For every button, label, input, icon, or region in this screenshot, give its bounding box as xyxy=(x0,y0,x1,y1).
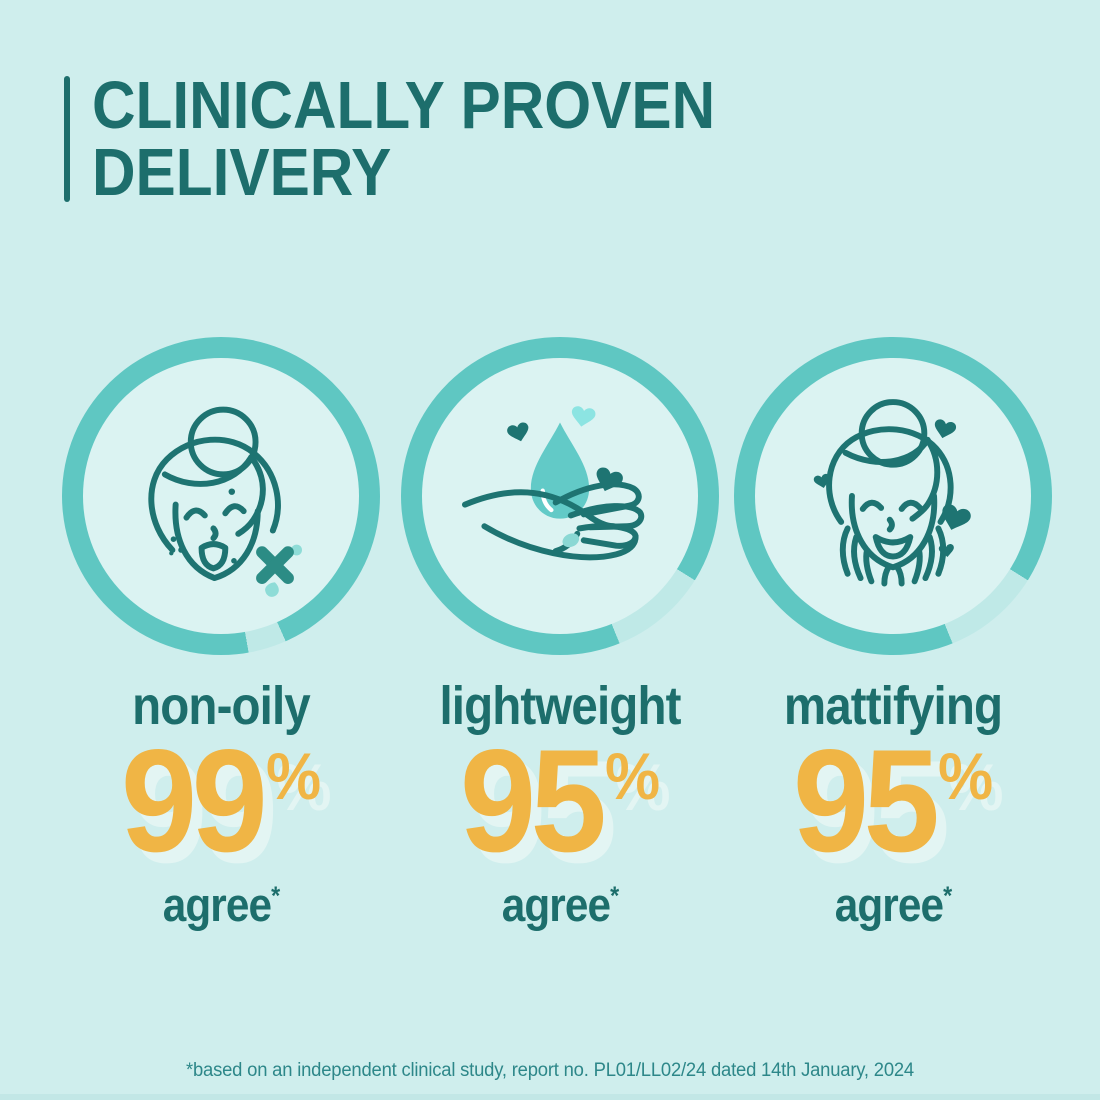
ring-inner-circle xyxy=(422,358,698,634)
stat-percent-value: 99 xyxy=(120,719,268,882)
stat-percent-value: 95 xyxy=(459,719,607,882)
hand-holding-water-drop-icon xyxy=(461,406,645,561)
ring-inner-circle xyxy=(83,358,359,634)
stat-column-mattifying: mattifying 95 % agree* xyxy=(728,337,1058,928)
agree-asterisk: * xyxy=(610,882,619,911)
stat-agree-text: agree xyxy=(501,877,611,931)
smiling-face-hands-hearts-icon xyxy=(813,399,971,587)
stat-agree: agree* xyxy=(73,881,370,928)
stat-column-non-oily: non-oily 99 % agree* xyxy=(56,337,386,928)
progress-ring xyxy=(734,337,1052,655)
agree-asterisk: * xyxy=(271,882,280,911)
stat-percent-sign: % xyxy=(265,739,322,813)
agree-asterisk: * xyxy=(943,882,952,911)
face-with-towel-blemish-x-icon xyxy=(148,406,302,597)
progress-ring xyxy=(62,337,380,655)
page-title-block: CLINICALLY PROVEN DELIVERY xyxy=(64,72,784,206)
stat-agree-text: agree xyxy=(834,877,944,931)
stat-percent: 95 % xyxy=(738,719,1048,882)
stat-label: non-oily xyxy=(132,676,311,736)
stat-column-lightweight: lightweight 95 % agree* xyxy=(395,337,725,928)
stat-percent-value: 95 xyxy=(792,719,940,882)
stat-percent: 95 % xyxy=(405,719,715,882)
stat-agree: agree* xyxy=(412,881,709,928)
stat-percent-sign: % xyxy=(937,739,994,813)
page-title: CLINICALLY PROVEN DELIVERY xyxy=(92,72,715,206)
progress-ring xyxy=(401,337,719,655)
stat-label: lightweight xyxy=(439,676,681,736)
stat-percent: 99 % xyxy=(66,719,376,882)
stat-agree: agree* xyxy=(745,881,1042,928)
bottom-edge-strip xyxy=(0,1094,1100,1100)
ring-inner-circle xyxy=(755,358,1031,634)
stat-label: mattifying xyxy=(783,676,1003,736)
page-title-line2: DELIVERY xyxy=(92,135,392,210)
page-title-line1: CLINICALLY PROVEN xyxy=(92,68,716,143)
stat-agree-text: agree xyxy=(162,877,272,931)
title-accent-bar xyxy=(64,76,70,202)
footnote: *based on an independent clinical study,… xyxy=(185,1060,914,1081)
stat-percent-sign: % xyxy=(604,739,661,813)
